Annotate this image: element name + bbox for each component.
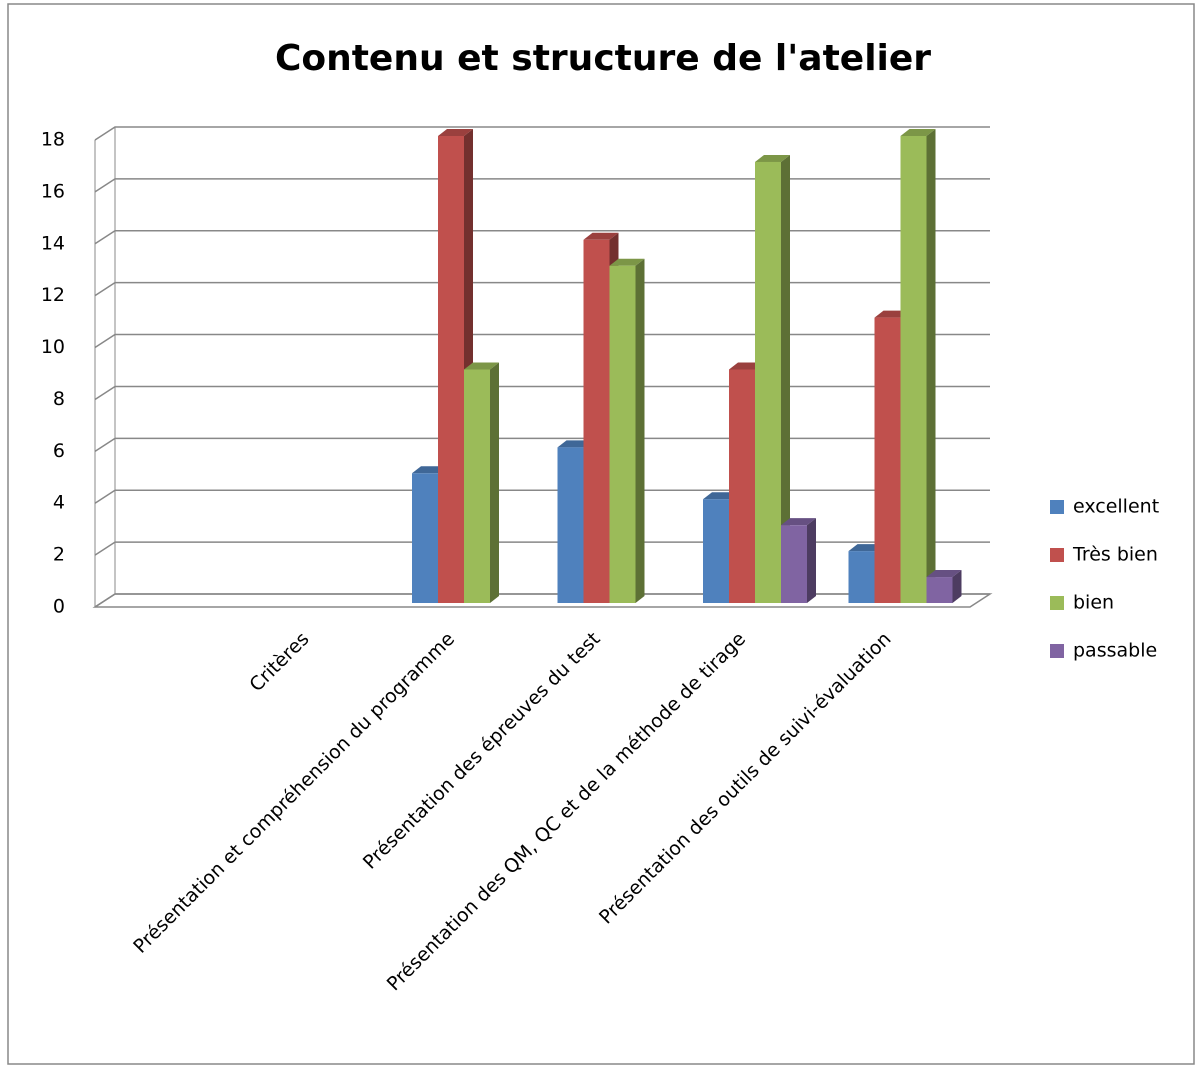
chart-title: Contenu et structure de l'atelier <box>275 38 931 79</box>
bar <box>609 265 636 603</box>
y-tick-label: 18 <box>41 129 65 151</box>
bar <box>464 369 490 603</box>
bar-side <box>490 362 499 603</box>
grid-line <box>94 230 990 245</box>
bar <box>412 473 438 603</box>
y-tick-label: 2 <box>53 544 65 566</box>
bar <box>703 499 729 603</box>
grid-line <box>94 126 990 141</box>
bar-side <box>926 129 936 603</box>
bar-top <box>926 570 962 578</box>
bar-top <box>583 232 619 240</box>
legend-label: bien <box>1073 592 1114 614</box>
bar-top <box>781 518 816 526</box>
legend-label: Très bien <box>1072 544 1158 566</box>
bar <box>438 136 464 603</box>
y-tick-label: 4 <box>53 492 65 514</box>
y-tick-label: 12 <box>41 284 65 306</box>
grid-line <box>94 333 990 349</box>
bar <box>900 136 927 603</box>
bar <box>781 525 807 603</box>
bar-side <box>952 570 962 603</box>
legend-swatch <box>1050 596 1064 610</box>
y-tick-label: 10 <box>41 336 65 358</box>
bar-side <box>635 258 645 603</box>
legend-label: excellent <box>1073 496 1159 518</box>
bar-top <box>755 154 790 162</box>
legend-swatch <box>1050 500 1064 514</box>
bar-top <box>464 362 499 370</box>
y-tick-label: 8 <box>53 388 65 410</box>
grid-line <box>94 541 990 556</box>
bar <box>848 551 875 603</box>
bar-top <box>438 129 473 136</box>
y-tick-label: 0 <box>53 596 65 618</box>
floor <box>92 593 993 608</box>
y-tick-label: 6 <box>53 440 65 462</box>
y-tick-label: 14 <box>41 232 65 254</box>
bar <box>583 239 610 603</box>
legend-label: passable <box>1073 640 1157 662</box>
bar <box>729 369 755 603</box>
legend-swatch <box>1050 644 1064 658</box>
legend-swatch <box>1050 548 1064 562</box>
grid-line <box>94 489 990 504</box>
bar-side <box>807 518 816 603</box>
bar <box>874 317 901 603</box>
grid-line <box>94 178 990 193</box>
grid-line <box>94 437 990 452</box>
bar-top <box>609 258 645 266</box>
y-tick-label: 16 <box>41 180 65 202</box>
grid-line <box>94 385 990 401</box>
bar-top <box>900 129 936 136</box>
bar <box>755 161 781 603</box>
bar-side <box>781 154 790 603</box>
bar <box>926 577 953 603</box>
bar <box>557 447 584 603</box>
grid-line <box>94 281 990 297</box>
